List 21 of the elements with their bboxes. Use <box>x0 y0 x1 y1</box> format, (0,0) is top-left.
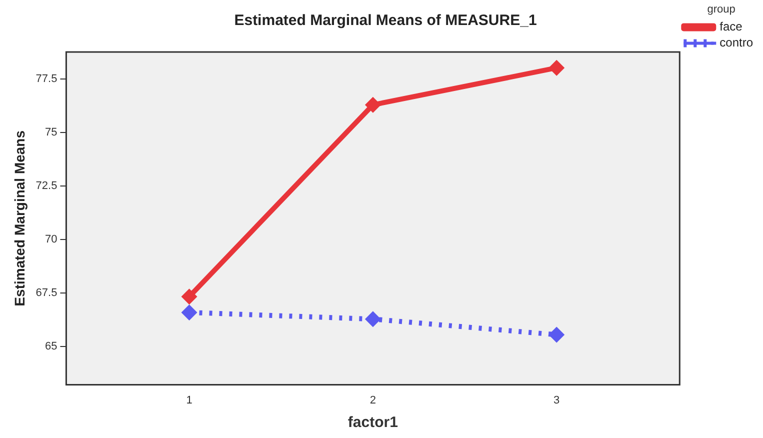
y-tick-label: 67.5 <box>36 286 58 299</box>
y-axis-title: Estimated Marginal Means <box>11 130 28 306</box>
y-tick-label: 75 <box>44 126 58 138</box>
point <box>548 326 565 343</box>
legend-title: group <box>707 4 736 16</box>
x-tick-label: 3 <box>554 394 560 406</box>
point <box>181 288 198 305</box>
chart-title: Estimated Marginal Means of MEASURE_1 <box>234 12 537 30</box>
point <box>364 311 381 328</box>
point <box>364 96 381 113</box>
point <box>181 304 198 320</box>
x-axis-title: factor1 <box>348 414 398 432</box>
y-tick-label: 72.5 <box>36 180 58 192</box>
legend-label: face <box>720 20 743 34</box>
point <box>548 60 565 76</box>
x-tick-label: 2 <box>370 394 376 406</box>
y-tick-label: 65 <box>44 340 58 352</box>
y-tick-label: 70 <box>44 233 58 246</box>
legend-label: contro <box>720 36 754 50</box>
x-tick-label: 1 <box>186 394 192 406</box>
y-tick-label: 77.5 <box>36 72 58 85</box>
